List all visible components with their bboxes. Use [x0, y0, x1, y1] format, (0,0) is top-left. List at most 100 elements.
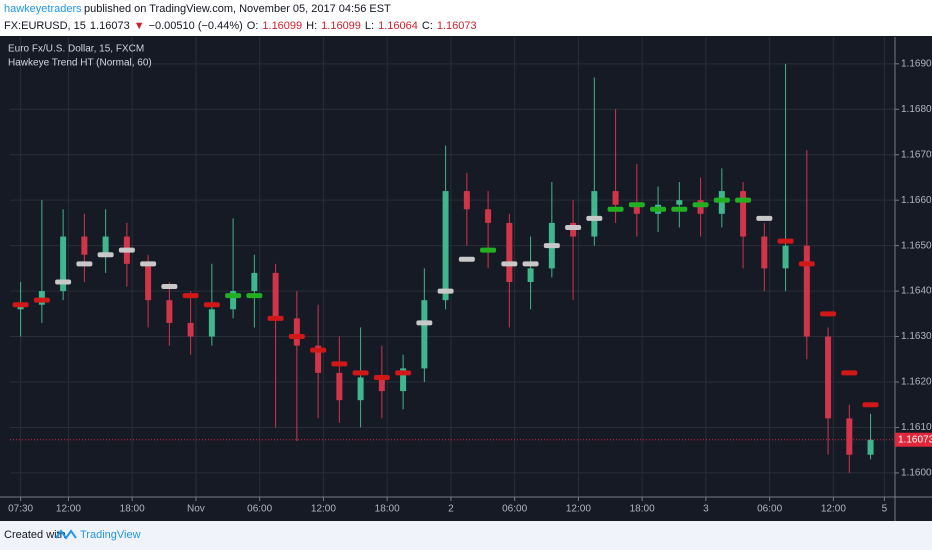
trend-mark — [543, 243, 560, 249]
x-tick-label: 18:00 — [375, 504, 400, 515]
candle-body — [251, 272, 258, 292]
trend-mark — [55, 279, 72, 285]
quote-part: L: — [365, 20, 374, 32]
x-tick-label: 3 — [703, 504, 709, 515]
trend-mark — [841, 370, 858, 376]
x-tick-label: 5 — [882, 504, 888, 515]
x-tick-label: 12:00 — [56, 504, 81, 515]
last-price-label: 1.16073 — [898, 434, 932, 445]
trend-mark — [288, 334, 305, 340]
logo — [55, 529, 77, 540]
trend-mark — [607, 206, 624, 212]
candle-body — [612, 191, 619, 205]
candle-body — [145, 263, 152, 301]
candle-body — [485, 209, 492, 223]
candle-body — [60, 236, 67, 292]
trend-mark — [565, 224, 582, 230]
x-tick-label: 12:00 — [311, 504, 336, 515]
quote-part: 1.16099 — [262, 20, 302, 32]
y-tick-label: 1.16700 — [901, 149, 932, 160]
candle-body — [81, 236, 88, 255]
trend-mark — [713, 197, 730, 203]
candle-body — [740, 191, 747, 237]
quote-part: FX:EURUSD, 15 — [4, 20, 86, 32]
footer-text: Created with — [4, 529, 66, 541]
trend-mark — [522, 261, 539, 267]
chart-bg — [0, 36, 932, 521]
candle-body — [378, 377, 385, 392]
author[interactable]: hawkeyetraders — [4, 3, 82, 15]
quote-part: O: — [247, 20, 259, 32]
trend-mark — [650, 206, 667, 212]
footer-brand[interactable]: TradingView — [80, 529, 141, 541]
quote-part: C: — [422, 20, 433, 32]
trend-mark — [798, 261, 815, 267]
candle-body — [846, 418, 853, 455]
trend-mark — [628, 202, 645, 208]
candle-body — [166, 300, 173, 323]
trend-mark — [671, 206, 688, 212]
last-price-box — [895, 432, 932, 447]
candle-body — [761, 236, 768, 269]
trend-mark — [33, 297, 50, 303]
published: published on TradingView.com, November 0… — [84, 3, 391, 15]
trend-mark — [501, 261, 518, 267]
candle-body — [102, 236, 109, 255]
quote-part: 1.16073 — [90, 20, 130, 32]
indicator-name: Hawkeye Trend HT (Normal, 60) — [8, 58, 152, 69]
candle-body — [208, 309, 215, 337]
quote-part: ▼ — [134, 20, 145, 32]
trend-mark — [373, 374, 390, 380]
trend-mark — [756, 215, 773, 221]
candle-body — [272, 272, 279, 319]
candle-body — [506, 222, 513, 282]
trend-mark — [458, 256, 475, 262]
trend-mark — [735, 197, 752, 203]
trend-mark — [777, 238, 794, 244]
quote-part: 1.16073 — [437, 20, 477, 32]
trend-mark — [203, 302, 220, 308]
trend-mark — [140, 261, 157, 267]
y-tick-label: 1.16400 — [901, 286, 932, 297]
header-bg — [0, 0, 932, 36]
x-tick-label: 07:30 — [8, 504, 33, 515]
quote-part: 1.16064 — [378, 20, 418, 32]
x-tick-label: 12:00 — [566, 504, 591, 515]
candle-body — [187, 322, 194, 337]
candle-body — [442, 191, 449, 301]
trend-mark — [862, 402, 879, 408]
trend-mark — [161, 284, 178, 290]
candle-body — [633, 204, 640, 214]
candle-body — [315, 345, 322, 373]
trend-mark — [820, 311, 837, 317]
x-tick-label: 06:00 — [502, 504, 527, 515]
candle-body — [527, 268, 534, 282]
y-tick-label: 1.16200 — [901, 377, 932, 388]
chart-title: Euro Fx/U.S. Dollar, 15, FXCM — [8, 44, 144, 55]
plot: 1.16000 1.16100 1.16200 1.16300 1.16400 1.165… — [0, 37, 932, 521]
x-tick-label: 06:00 — [757, 504, 782, 515]
x-tick-label: 2 — [448, 504, 454, 515]
quote-part: 1.16099 — [321, 20, 361, 32]
quote: FX:EURUSD, 15 1.16073 ▼ −0.00510 (−0.44%) O:… — [4, 20, 477, 32]
candle-body — [230, 291, 237, 310]
trend-mark — [246, 293, 263, 299]
y-tick-label: 1.16500 — [901, 240, 932, 251]
trend-mark — [352, 370, 369, 376]
candle-body — [676, 200, 683, 205]
candle-body — [803, 245, 810, 337]
quote-part: H: — [306, 20, 317, 32]
trend-mark — [437, 288, 454, 294]
x-tick-label: 12:00 — [821, 504, 846, 515]
y-tick-label: 1.16600 — [901, 195, 932, 206]
trend-mark — [225, 293, 242, 299]
candle-body — [782, 245, 789, 269]
trend-mark — [118, 247, 135, 253]
trend-mark — [416, 320, 433, 326]
trend-mark — [310, 347, 327, 353]
candle-body — [591, 191, 598, 237]
candle-body — [825, 336, 832, 419]
header: hawkeyetraders published on TradingView.… — [4, 3, 477, 32]
